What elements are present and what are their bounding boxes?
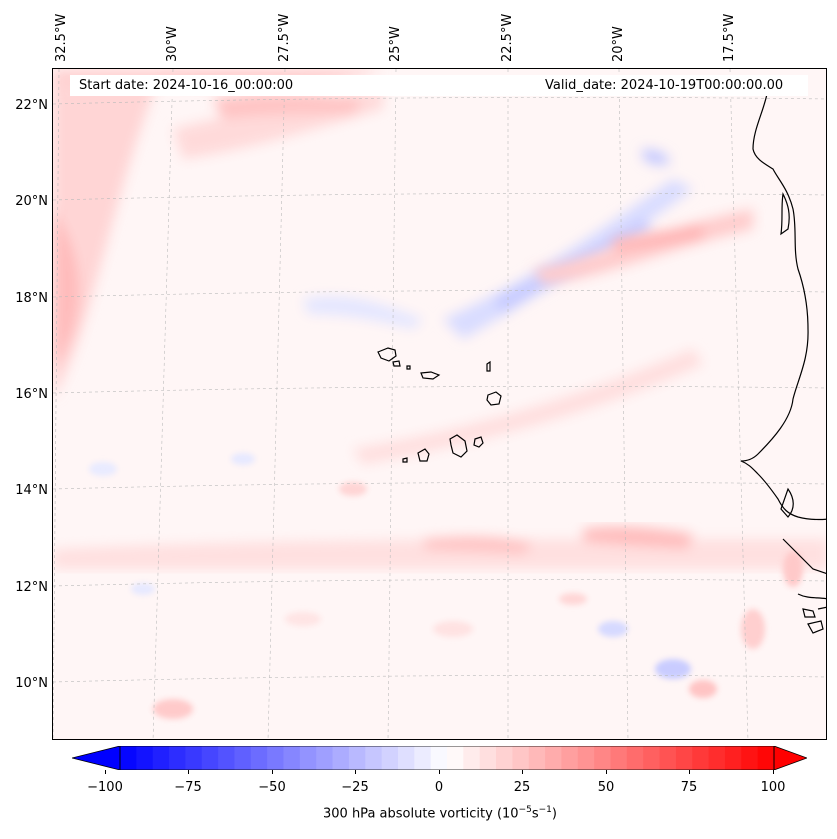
lat-label-12n: 12°N bbox=[15, 580, 48, 595]
colorbar-cell bbox=[185, 746, 203, 770]
colorbar-tick-100: 100 bbox=[760, 780, 786, 795]
coastline bbox=[377, 88, 826, 634]
colorbar-cell bbox=[381, 746, 399, 770]
colorbar-cell bbox=[169, 746, 186, 770]
lat-label-14n: 14°N bbox=[15, 483, 48, 498]
colorbar-cell bbox=[479, 746, 497, 770]
lon-label-30w: 30°W bbox=[165, 26, 180, 62]
colorbar-cell bbox=[626, 746, 644, 770]
colorbar-cell bbox=[692, 746, 710, 770]
colorbar-max-extend-arrow bbox=[773, 746, 807, 770]
colorbar-cell bbox=[545, 746, 562, 770]
colorbar-cell bbox=[577, 746, 595, 770]
colorbar-cell bbox=[365, 746, 383, 770]
colorbar-min-extend-arrow bbox=[72, 746, 121, 770]
lat-label-10n: 10°N bbox=[15, 676, 48, 691]
colorbar-label: 300 hPa absolute vorticity (10−5s−1) bbox=[323, 805, 557, 822]
vorticity-map bbox=[52, 68, 827, 740]
valid-date-label: Valid_date: 2024-10-19T00:00:00.00 bbox=[545, 78, 784, 93]
lon-label-22-5w: 22.5°W bbox=[500, 13, 515, 62]
vorticity-field bbox=[53, 69, 826, 739]
lat-label-22n: 22°N bbox=[15, 98, 48, 113]
start-date-label: Start date: 2024-10-16_00:00:00 bbox=[79, 78, 294, 93]
colorbar-tick-50: 50 bbox=[597, 780, 615, 795]
colorbar-cell bbox=[414, 746, 432, 770]
colorbar-cell bbox=[250, 746, 268, 770]
lon-label-20w: 20°W bbox=[611, 26, 626, 62]
colorbar-cell bbox=[496, 746, 513, 770]
lon-label-32-5w: 32.5°W bbox=[54, 13, 69, 62]
lat-label-20n: 20°N bbox=[15, 194, 48, 209]
colorbar-cell bbox=[120, 746, 137, 770]
colorbar-cell bbox=[447, 746, 464, 770]
colorbar-cell bbox=[463, 746, 481, 770]
colorbar-cell bbox=[283, 746, 301, 770]
colorbar-cell bbox=[741, 746, 759, 770]
colorbar-cell bbox=[234, 746, 252, 770]
lat-label-16n: 16°N bbox=[15, 387, 48, 402]
colorbar-cell bbox=[218, 746, 235, 770]
colorbar-cell bbox=[299, 746, 317, 770]
colorbar-tick-neg75: −75 bbox=[174, 780, 202, 795]
colorbar-cell bbox=[594, 746, 611, 770]
colorbar-cell bbox=[708, 746, 726, 770]
colorbar-cell bbox=[267, 746, 284, 770]
colorbar-cell bbox=[348, 746, 366, 770]
colorbar-tick-neg100: −100 bbox=[87, 780, 123, 795]
lat-label-18n: 18°N bbox=[15, 291, 48, 306]
lon-label-27-5w: 27.5°W bbox=[277, 13, 292, 62]
colorbar-cell bbox=[152, 746, 170, 770]
colorbar-cell bbox=[724, 746, 742, 770]
colorbar-cell bbox=[561, 746, 579, 770]
lon-label-17-5w: 17.5°W bbox=[722, 13, 737, 62]
colorbar-tick-0: 0 bbox=[434, 780, 444, 795]
colorbar-cell bbox=[675, 746, 693, 770]
colorbar-tick-neg25: −25 bbox=[341, 780, 369, 795]
colorbar-tick-75: 75 bbox=[680, 780, 698, 795]
colorbar-cell bbox=[512, 746, 530, 770]
colorbar-cell bbox=[397, 746, 415, 770]
colorbar-tick-neg50: −50 bbox=[258, 780, 286, 795]
colorbar-cell bbox=[201, 746, 219, 770]
header-band bbox=[70, 75, 808, 96]
colorbar-tick-25: 25 bbox=[513, 780, 531, 795]
colorbar-cell bbox=[643, 746, 661, 770]
colorbar-cell bbox=[332, 746, 350, 770]
colorbar-cell bbox=[430, 746, 448, 770]
colorbar-cell bbox=[757, 746, 775, 770]
colorbar-cell bbox=[659, 746, 677, 770]
lon-label-25w: 25°W bbox=[388, 26, 403, 62]
colorbar-cell bbox=[316, 746, 334, 770]
colorbar-cell bbox=[136, 746, 154, 770]
colorbar bbox=[72, 746, 807, 770]
colorbar-cell bbox=[610, 746, 628, 770]
colorbar-cell bbox=[528, 746, 546, 770]
